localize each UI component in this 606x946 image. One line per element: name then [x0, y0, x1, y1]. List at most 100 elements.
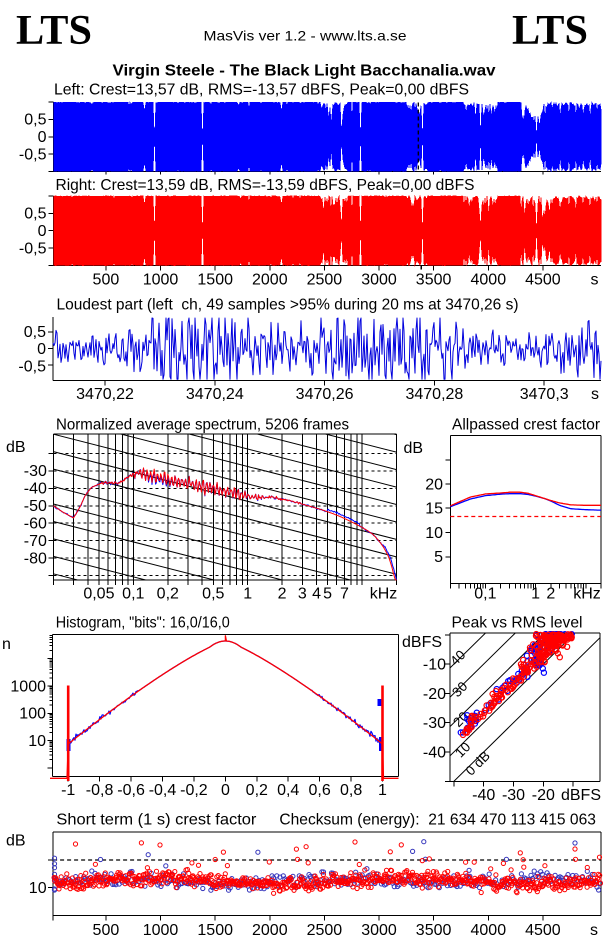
svg-text:-30: -30 — [24, 463, 47, 480]
svg-text:Checksum (energy): 21 634 470: Checksum (energy): 21 634 470 113 415 06… — [279, 811, 596, 828]
svg-text:Histogram, "bits": 16,0/16,0: Histogram, "bits": 16,0/16,0 — [56, 614, 230, 631]
svg-text:0,5: 0,5 — [24, 324, 46, 341]
svg-text:5: 5 — [434, 549, 443, 566]
svg-text:Right: Crest=13,59 dB, RMS=-13: Right: Crest=13,59 dB, RMS=-13,59 dBFS, … — [56, 177, 475, 194]
svg-text:-30: -30 — [502, 787, 525, 804]
svg-text:Loudest part (left ch, 49 sam: Loudest part (left ch, 49 samples >95% d… — [57, 296, 519, 313]
svg-text:1500: 1500 — [197, 272, 233, 289]
svg-text:2500: 2500 — [307, 272, 343, 289]
svg-text:dB: dB — [6, 439, 26, 456]
svg-text:Allpassed crest factor: Allpassed crest factor — [452, 416, 601, 433]
svg-text:100: 100 — [19, 706, 46, 723]
svg-text:0,4: 0,4 — [277, 782, 299, 799]
svg-text:0: 0 — [38, 129, 47, 146]
svg-text:0,05: 0,05 — [83, 586, 114, 603]
svg-text:3470,3: 3470,3 — [520, 386, 569, 403]
svg-text:3470,24: 3470,24 — [186, 386, 244, 403]
svg-text:-0,2: -0,2 — [180, 782, 208, 799]
svg-text:0,8: 0,8 — [340, 782, 362, 799]
svg-text:1000: 1000 — [143, 272, 179, 289]
svg-text:Left: Crest=13,57 dB, RMS=-13,: Left: Crest=13,57 dB, RMS=-13,57 dBFS, P… — [54, 82, 469, 99]
svg-text:0,5: 0,5 — [24, 206, 46, 223]
svg-text:-0,4: -0,4 — [149, 782, 177, 799]
svg-text:3470,22: 3470,22 — [76, 386, 134, 403]
svg-text:-20: -20 — [532, 787, 555, 804]
svg-text:0,2: 0,2 — [157, 586, 179, 603]
svg-text:0,5: 0,5 — [24, 112, 46, 129]
svg-text:LTS: LTS — [16, 8, 92, 54]
svg-text:-70: -70 — [24, 533, 47, 550]
svg-text:2000: 2000 — [252, 922, 288, 939]
svg-text:Virgin Steele - The Black Ligh: Virgin Steele - The Black Light Bacchana… — [113, 62, 496, 79]
svg-text:Short term (1 s) crest factor: Short term (1 s) crest factor — [56, 811, 257, 828]
svg-text:1: 1 — [243, 586, 252, 603]
svg-text:3500: 3500 — [416, 272, 452, 289]
svg-text:3000: 3000 — [361, 922, 397, 939]
svg-text:2500: 2500 — [307, 922, 343, 939]
svg-text:n: n — [2, 636, 11, 653]
svg-text:dB: dB — [404, 440, 424, 457]
svg-text:-0,8: -0,8 — [86, 782, 114, 799]
svg-text:500: 500 — [93, 922, 120, 939]
svg-text:1: 1 — [378, 782, 387, 799]
svg-text:-20: -20 — [423, 686, 446, 703]
svg-text:20: 20 — [425, 476, 443, 493]
svg-text:-0,5: -0,5 — [19, 240, 47, 257]
svg-text:s: s — [591, 272, 599, 289]
svg-text:dB: dB — [6, 833, 26, 850]
svg-text:LTS: LTS — [512, 8, 588, 54]
svg-text:4: 4 — [312, 586, 321, 603]
svg-text:2000: 2000 — [252, 272, 288, 289]
svg-text:-0,5: -0,5 — [18, 358, 46, 375]
svg-text:-50: -50 — [24, 498, 47, 515]
svg-text:s: s — [590, 922, 598, 939]
svg-text:2: 2 — [278, 586, 287, 603]
svg-text:-80: -80 — [24, 551, 47, 568]
svg-text:0,1: 0,1 — [474, 586, 496, 603]
svg-text:0,6: 0,6 — [308, 782, 330, 799]
svg-text:4000: 4000 — [471, 922, 507, 939]
svg-text:-10: -10 — [423, 657, 446, 674]
svg-text:500: 500 — [93, 272, 120, 289]
svg-text:3470,28: 3470,28 — [405, 386, 463, 403]
svg-text:-1: -1 — [61, 782, 75, 799]
svg-text:1: 1 — [531, 586, 540, 603]
svg-text:Normalized average spectrum, 5: Normalized average spectrum, 5206 frames — [56, 416, 349, 433]
svg-text:2: 2 — [546, 586, 555, 603]
svg-text:s: s — [591, 386, 599, 403]
svg-text:-40: -40 — [24, 481, 47, 498]
svg-text:3: 3 — [298, 586, 307, 603]
svg-text:-0,6: -0,6 — [117, 782, 145, 799]
svg-text:0,1: 0,1 — [122, 586, 144, 603]
svg-text:-40: -40 — [472, 787, 495, 804]
svg-text:3470,26: 3470,26 — [296, 386, 354, 403]
svg-text:MasVis ver 1.2 - www.lts.a.se: MasVis ver 1.2 - www.lts.a.se — [204, 28, 407, 44]
svg-text:dBFS: dBFS — [561, 787, 601, 804]
svg-text:dBFS: dBFS — [402, 634, 442, 651]
svg-text:1000: 1000 — [10, 678, 46, 695]
svg-text:Peak vs RMS level: Peak vs RMS level — [452, 614, 583, 631]
svg-text:1000: 1000 — [143, 922, 179, 939]
svg-text:4500: 4500 — [525, 272, 561, 289]
svg-text:0: 0 — [38, 223, 47, 240]
svg-text:3500: 3500 — [416, 922, 452, 939]
svg-text:0,2: 0,2 — [246, 782, 268, 799]
svg-text:1500: 1500 — [197, 922, 233, 939]
svg-text:5: 5 — [323, 586, 332, 603]
svg-text:-30: -30 — [423, 715, 446, 732]
svg-text:15: 15 — [425, 501, 443, 518]
svg-text:4000: 4000 — [471, 272, 507, 289]
svg-text:4500: 4500 — [525, 922, 561, 939]
svg-text:10: 10 — [29, 880, 47, 897]
svg-text:0: 0 — [221, 782, 230, 799]
svg-text:kHz: kHz — [573, 586, 601, 603]
svg-text:-0,5: -0,5 — [19, 147, 47, 164]
svg-text:0: 0 — [37, 341, 46, 358]
svg-text:-60: -60 — [24, 516, 47, 533]
svg-text:0,5: 0,5 — [202, 586, 224, 603]
svg-text:kHz: kHz — [370, 586, 398, 603]
svg-text:3000: 3000 — [361, 272, 397, 289]
svg-text:-40: -40 — [423, 744, 446, 761]
svg-text:10: 10 — [28, 733, 46, 750]
svg-text:7: 7 — [340, 586, 349, 603]
